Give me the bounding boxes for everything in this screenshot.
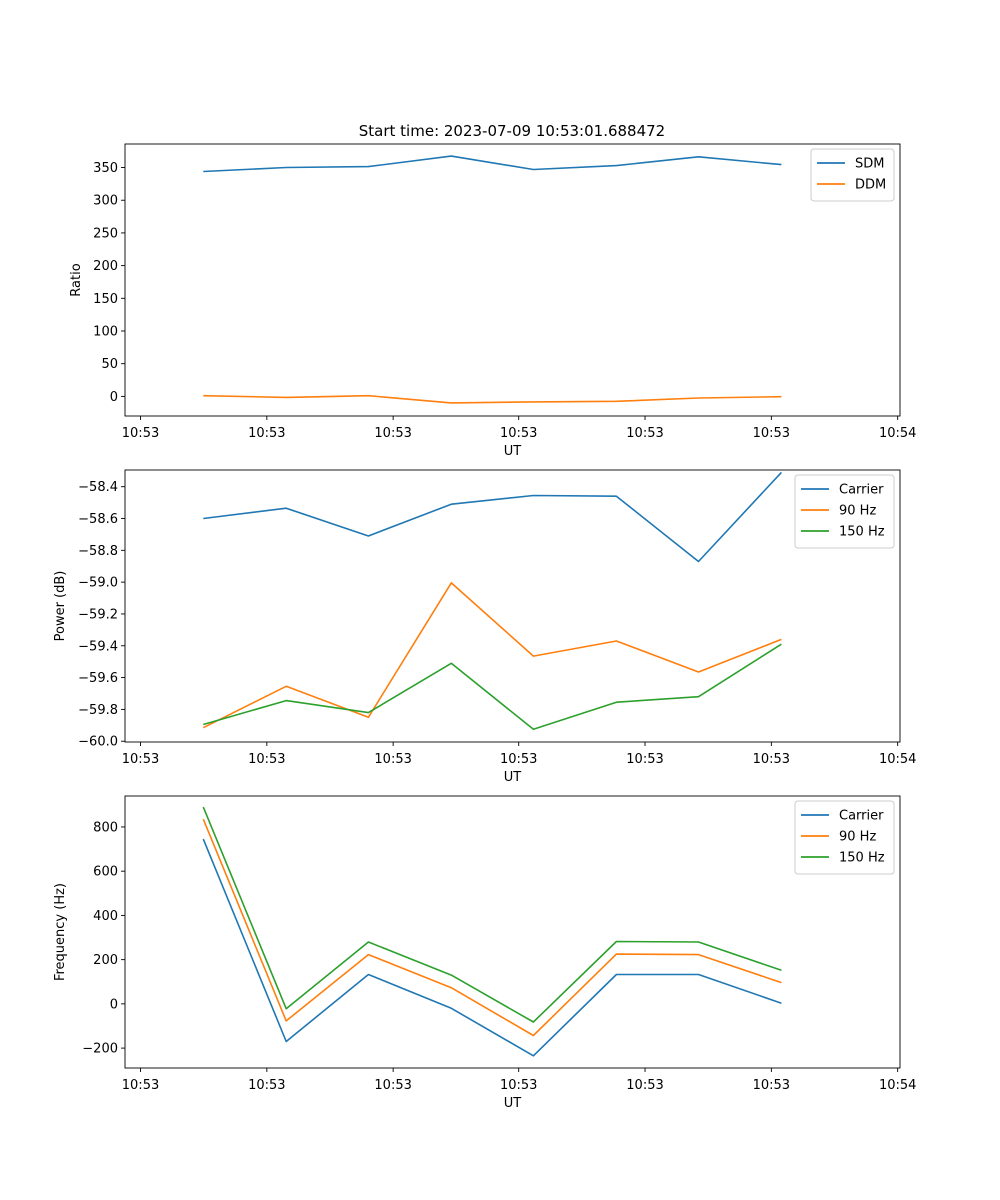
x-tick-label: 10:53 [248, 752, 285, 767]
x-tick-label: 10:53 [248, 1078, 285, 1093]
x-tick-label: 10:53 [500, 1078, 537, 1093]
y-tick-label: −59.8 [78, 703, 118, 718]
x-tick-label: 10:54 [879, 426, 916, 441]
legend-box [810, 148, 895, 202]
y-tick-label: −59.6 [78, 671, 118, 686]
x-tick-label: 10:53 [500, 426, 537, 441]
series-line-sdm [203, 155, 782, 173]
legend-label: 90 Hz [839, 504, 876, 519]
y-tick-label: 100 [93, 325, 118, 340]
plots-container: 0 50 100 150 200 250 300 350 10:53 10:53 10:53 10:5… [53, 143, 916, 1111]
y-tick-label: −58.4 [78, 480, 118, 495]
y-tick-label: 0 [110, 390, 118, 405]
y-tick-label: 600 [93, 865, 118, 880]
x-tick-label: 10:53 [374, 426, 411, 441]
x-axis-label: UT [504, 444, 522, 459]
x-tick-label: 10:54 [879, 752, 916, 767]
series-line-90-hz [202, 582, 782, 729]
y-tick-label: −59.0 [78, 576, 118, 591]
legend-label: Carrier [839, 483, 884, 498]
series-line-carrier [203, 471, 782, 563]
x-axis-label: UT [504, 1096, 522, 1111]
y-axis-label: Power (dB) [53, 571, 68, 642]
axes-frame [124, 795, 901, 1069]
y-axis-label: Frequency (Hz) [53, 883, 68, 981]
series-line-carrier [202, 838, 782, 1057]
x-tick-label: 10:53 [374, 1078, 411, 1093]
series-line-ddm [203, 394, 782, 404]
x-tick-label: 10:53 [753, 426, 790, 441]
y-tick-label: −59.4 [78, 639, 118, 654]
y-tick-label: −58.8 [78, 544, 118, 559]
y-tick-label: −59.2 [78, 607, 118, 622]
subplot-2: −60.0 −59.8 −59.6 −59.4 −59.2 −59.0 −58.8 −58.6… [53, 469, 916, 785]
legend-label: Carrier [839, 809, 884, 824]
legend-label: 90 Hz [839, 830, 876, 845]
legend-label: SDM [855, 157, 884, 172]
x-axis-label: UT [504, 770, 522, 785]
x-tick-label: 10:53 [626, 426, 663, 441]
y-axis-label: Ratio [69, 263, 84, 296]
x-tick-label: 10:53 [122, 752, 159, 767]
x-tick-label: 10:54 [879, 1078, 916, 1093]
legend-box [794, 800, 895, 875]
y-tick-label: 200 [93, 953, 118, 968]
y-tick-label: 350 [93, 161, 118, 176]
x-tick-label: 10:53 [626, 1078, 663, 1093]
legend: SDM DDM [810, 148, 895, 202]
y-tick-label: 200 [93, 259, 118, 274]
x-tick-label: 10:53 [374, 752, 411, 767]
legend-label: DDM [855, 178, 886, 193]
y-tick-label: −58.6 [78, 512, 118, 527]
x-tick-label: 10:53 [626, 752, 663, 767]
axes-frame [124, 143, 901, 417]
axes-frame [124, 469, 901, 743]
figure-title: Start time: 2023-07-09 10:53:01.688472 [359, 122, 665, 140]
y-tick-label: 50 [101, 357, 118, 372]
y-tick-label: −200 [82, 1042, 118, 1057]
y-tick-label: 150 [93, 292, 118, 307]
series-line-90-hz [202, 818, 782, 1037]
legend-label: 150 Hz [839, 525, 885, 540]
x-tick-label: 10:53 [500, 752, 537, 767]
y-tick-label: 300 [93, 194, 118, 209]
subplot-1: 0 50 100 150 200 250 300 350 10:53 10:53 10:53 10:5… [69, 143, 916, 459]
y-tick-label: −60.0 [78, 735, 118, 750]
legend-label: 150 Hz [839, 851, 885, 866]
legend: Carrier 90 Hz 150 Hz [794, 800, 895, 875]
x-tick-label: 10:53 [122, 426, 159, 441]
y-tick-label: 800 [93, 820, 118, 835]
y-tick-label: 250 [93, 226, 118, 241]
y-tick-label: 0 [110, 997, 118, 1012]
subplot-3: −200 0 200 400 600 800 10:53 10:53 10:53 10:53 10:… [53, 795, 916, 1111]
x-tick-label: 10:53 [248, 426, 285, 441]
series-line-150-hz [202, 806, 782, 1023]
x-tick-label: 10:53 [753, 1078, 790, 1093]
legend: Carrier 90 Hz 150 Hz [794, 474, 895, 549]
x-tick-label: 10:53 [753, 752, 790, 767]
y-tick-label: 400 [93, 909, 118, 924]
series-line-150-hz [203, 643, 782, 731]
legend-box [794, 474, 895, 549]
x-tick-label: 10:53 [122, 1078, 159, 1093]
